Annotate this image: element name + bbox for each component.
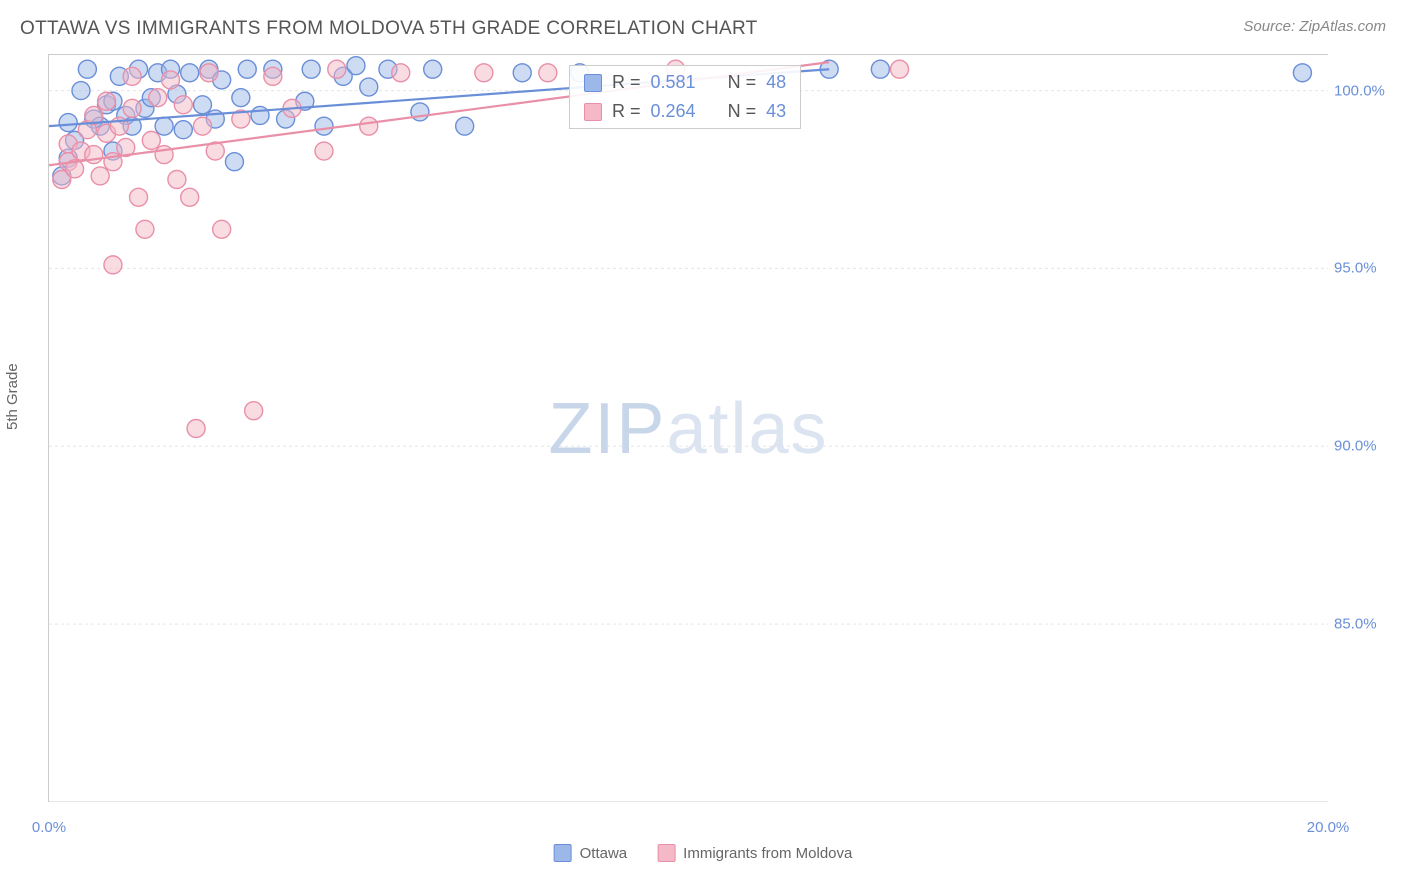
stats-row: R = 0.264 N = 43 [570,97,800,126]
data-point [130,188,148,206]
data-point [539,64,557,82]
data-point [513,64,531,82]
data-point [149,89,167,107]
data-point [225,153,243,171]
source-attribution: Source: ZipAtlas.com [1243,18,1386,35]
data-point [142,131,160,149]
data-point [123,99,141,117]
data-point [264,67,282,85]
stats-value-n: 48 [766,72,786,93]
data-point [136,220,154,238]
stats-label-n: N = [728,101,757,122]
legend-item: Ottawa [554,844,628,862]
series-swatch [584,74,602,92]
data-point [424,60,442,78]
data-point [104,256,122,274]
stats-row: R = 0.581 N = 48 [570,68,800,97]
data-point [475,64,493,82]
data-point [315,142,333,160]
x-tick-label: 20.0% [1307,819,1350,836]
data-point [78,60,96,78]
y-tick-label: 90.0% [1334,438,1394,455]
data-point [328,60,346,78]
data-point [456,117,474,135]
data-point [360,117,378,135]
data-point [245,402,263,420]
chart-area: ZIPatlas R =0.581N =48R =0.264N =43 85.0… [48,54,1328,802]
data-point [411,103,429,121]
data-point [98,92,116,110]
y-tick-label: 95.0% [1334,260,1394,277]
x-tick-label: 0.0% [32,819,66,836]
stats-label-r: R = [612,101,641,122]
legend-swatch [657,844,675,862]
header: OTTAWA VS IMMIGRANTS FROM MOLDOVA 5TH GR… [20,18,1386,40]
data-point [187,420,205,438]
legend-item: Immigrants from Moldova [657,844,852,862]
legend-label: Immigrants from Moldova [683,845,852,862]
scatter-plot [49,55,1328,802]
data-point [360,78,378,96]
data-point [347,57,365,75]
stats-value-n: 43 [766,101,786,122]
y-axis-label: 5th Grade [4,363,21,430]
y-tick-label: 85.0% [1334,616,1394,633]
data-point [174,121,192,139]
legend-swatch [554,844,572,862]
data-point [200,64,218,82]
data-point [59,114,77,132]
data-point [213,220,231,238]
data-point [891,60,909,78]
stats-value-r: 0.264 [651,101,696,122]
data-point [193,96,211,114]
source-name: ZipAtlas.com [1299,18,1386,35]
y-tick-label: 100.0% [1334,82,1394,99]
data-point [193,117,211,135]
data-point [238,60,256,78]
data-point [315,117,333,135]
data-point [871,60,889,78]
data-point [1293,64,1311,82]
data-point [162,71,180,89]
data-point [123,67,141,85]
stats-value-r: 0.581 [651,72,696,93]
data-point [155,117,173,135]
legend: Ottawa Immigrants from Moldova [554,844,853,862]
data-point [251,106,269,124]
series-swatch [584,103,602,121]
data-point [181,188,199,206]
data-point [72,82,90,100]
data-point [91,167,109,185]
data-point [174,96,192,114]
data-point [392,64,410,82]
stats-label-r: R = [612,72,641,93]
source-prefix: Source: [1243,18,1299,35]
stats-label-n: N = [728,72,757,93]
chart-title: OTTAWA VS IMMIGRANTS FROM MOLDOVA 5TH GR… [20,18,758,40]
legend-label: Ottawa [580,845,628,862]
data-point [302,60,320,78]
data-point [168,171,186,189]
correlation-stats-box: R = 0.581 N = 48 R = 0.264 N = 43 [569,65,801,129]
data-point [232,89,250,107]
data-point [181,64,199,82]
